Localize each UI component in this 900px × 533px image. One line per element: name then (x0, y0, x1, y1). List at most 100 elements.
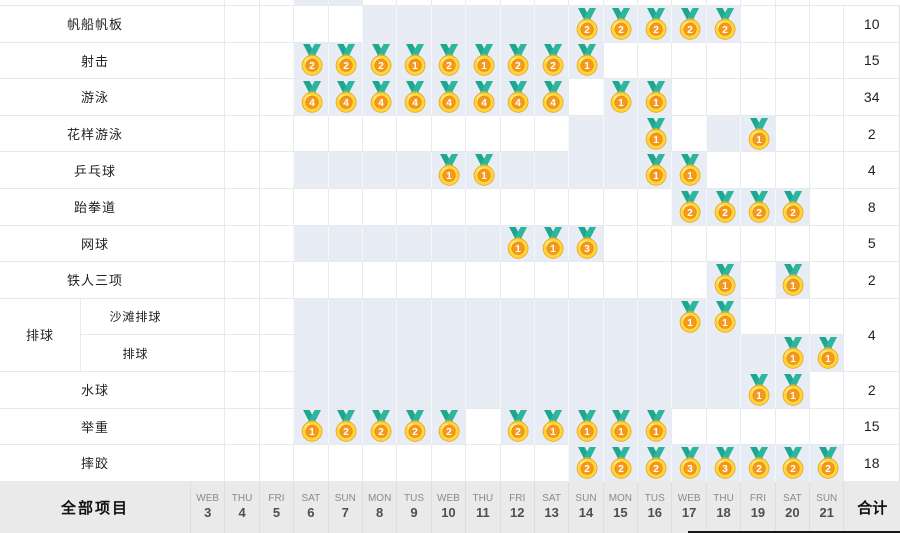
day-cell (465, 6, 500, 43)
day-cell (568, 115, 603, 153)
gold-medal-icon: 2 (507, 44, 529, 77)
day-cell: 1 (533, 225, 569, 263)
gold-medal-icon: 1 (645, 154, 667, 186)
sport-label: 摔跤 (0, 445, 190, 482)
day-cell (568, 152, 603, 189)
day-cell (602, 115, 638, 153)
medal-count: 2 (791, 464, 797, 475)
day-cell (568, 335, 603, 372)
day-cell (430, 188, 466, 226)
day-cell: 1 (293, 408, 328, 446)
day-cell (224, 262, 259, 299)
day-cell (465, 188, 500, 226)
day-cell (258, 408, 294, 446)
day-cell: 2 (705, 6, 741, 43)
gold-medal-icon: 2 (301, 44, 323, 77)
gold-medal-icon: 3 (679, 446, 701, 479)
sport-group-label: 排球 (0, 299, 80, 372)
day-cell (327, 6, 362, 43)
medal-count: 2 (378, 61, 384, 72)
gold-medal-icon: 1 (645, 80, 667, 113)
day-cell: 1 (465, 42, 500, 80)
footer-day-number: 18 (716, 505, 731, 521)
day-cell (671, 371, 706, 409)
day-cell: 2 (637, 445, 672, 482)
day-cell (809, 408, 844, 446)
day-cell: 2 (533, 42, 569, 80)
gold-medal-icon: 1 (576, 44, 598, 77)
day-cell (671, 225, 706, 263)
day-cell: 3 (671, 445, 706, 482)
day-cell (327, 298, 362, 336)
day-cell (430, 298, 466, 336)
day-cell (568, 371, 603, 409)
day-cell (430, 225, 466, 263)
gold-medal-icon: 1 (542, 227, 564, 260)
day-cell: 1 (637, 152, 672, 189)
day-cell (258, 152, 294, 189)
day-cell (809, 188, 844, 226)
gold-medal-icon: 1 (679, 300, 701, 333)
day-cell (465, 298, 500, 336)
day-cell (327, 335, 362, 372)
sport-label: 举重 (0, 409, 190, 446)
day-cell: 2 (602, 6, 638, 43)
day-cell (224, 445, 259, 482)
day-cell (258, 6, 294, 43)
medal-count: 1 (619, 98, 625, 109)
sport-label: 水球 (0, 372, 190, 409)
day-cell (671, 79, 706, 116)
day-cell (258, 42, 294, 80)
footer-day-number: 4 (238, 505, 246, 521)
medal-count: 1 (481, 61, 487, 72)
gold-medal-icon: 1 (473, 154, 495, 186)
day-cell: 1 (568, 408, 603, 446)
day-cell (533, 6, 569, 43)
day-cell (396, 445, 431, 482)
day-cell (190, 79, 225, 116)
footer-day: SAT 20 (774, 481, 810, 533)
day-cell (740, 408, 775, 446)
day-cell (190, 371, 225, 409)
day-cell (327, 225, 362, 263)
day-cell (293, 371, 328, 409)
footer-day: MON 15 (602, 481, 638, 533)
medal-count: 2 (447, 61, 453, 72)
day-cell: 1 (430, 152, 466, 189)
day-cell (327, 262, 362, 299)
gold-medal-icon: 2 (370, 410, 392, 443)
footer-day-number: 21 (819, 505, 834, 521)
medal-count: 4 (550, 98, 556, 109)
day-cell (602, 371, 638, 409)
day-cell-cropped (602, 0, 638, 6)
footer-day-name: SAT (301, 493, 321, 505)
row-total: 2 (843, 115, 900, 153)
day-cell (809, 42, 844, 80)
footer-day-name: TUS (404, 493, 425, 505)
medal-count: 2 (825, 464, 831, 475)
gold-medal-icon: 2 (370, 44, 392, 77)
day-cell (602, 188, 638, 226)
day-cell (396, 115, 431, 153)
footer-total-label: 合计 (843, 481, 900, 533)
medal-count: 1 (791, 391, 797, 402)
footer-day: WEB 10 (430, 481, 466, 533)
day-cell (361, 115, 397, 153)
row-total: 4 (843, 298, 900, 372)
day-cell (258, 335, 294, 372)
day-cell (671, 335, 706, 372)
gold-medal-icon: 4 (542, 80, 564, 113)
day-cell: 1 (637, 115, 672, 153)
medal-count: 4 (481, 98, 487, 109)
sport-label: 沙滩排球 (80, 298, 190, 336)
day-cell (637, 298, 672, 336)
day-cell-cropped (705, 0, 741, 6)
gold-medal-icon: 2 (439, 44, 460, 77)
row-total: 15 (843, 408, 900, 446)
day-cell (809, 79, 844, 116)
medal-count: 2 (619, 25, 625, 36)
day-cell (637, 262, 672, 299)
day-cell-cropped (258, 0, 294, 6)
day-cell: 4 (430, 79, 466, 116)
footer-day-number: 6 (307, 505, 315, 521)
